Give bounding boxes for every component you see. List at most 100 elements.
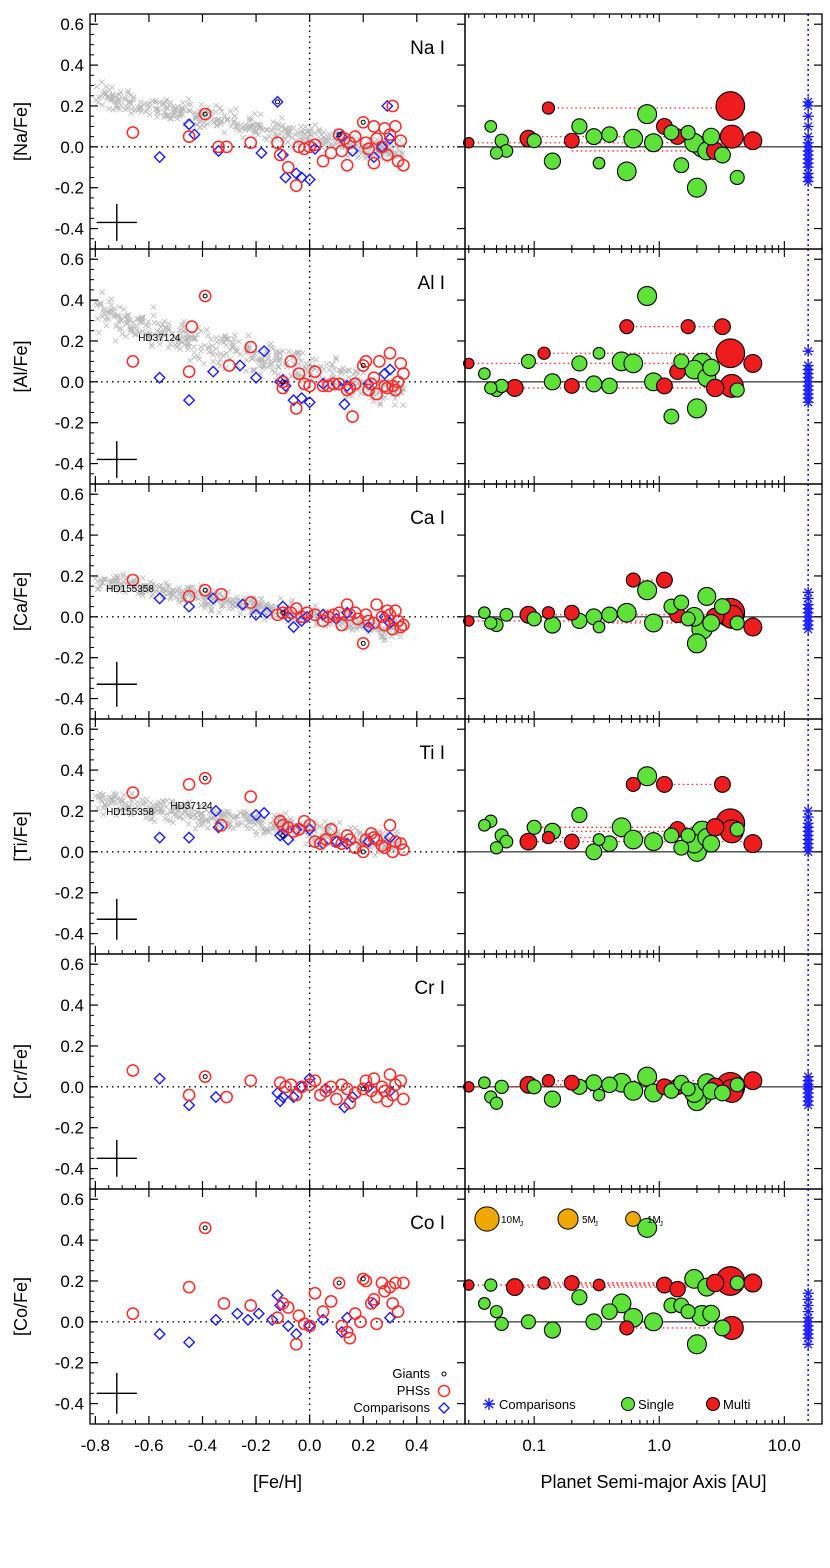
- field-star-point: [167, 817, 174, 824]
- multi-planet-point: [743, 834, 763, 854]
- field-star-point: [182, 809, 189, 815]
- comparison-star-point: [153, 1072, 166, 1085]
- single-planet-point: [729, 1275, 745, 1291]
- single-planet-point: [702, 1304, 721, 1323]
- field-star-point: [323, 361, 330, 367]
- field-star-point: [125, 87, 131, 94]
- field-star-point: [276, 356, 283, 363]
- phs-point: [359, 1074, 373, 1088]
- legend-label-phss: PHSs: [397, 1383, 431, 1398]
- field-star-point: [205, 332, 211, 339]
- field-star-point: [208, 815, 214, 822]
- field-star-point: [328, 361, 335, 368]
- phs-point: [198, 771, 212, 785]
- comparison-star-point: [153, 150, 166, 164]
- phs-point: [370, 598, 383, 611]
- single-planet-point: [592, 833, 606, 846]
- y-tick-label: 0.2: [60, 97, 84, 116]
- y-tick-label: 0.2: [60, 567, 84, 586]
- field-star-point: [231, 332, 238, 339]
- multi-planet-point: [655, 571, 673, 589]
- phs-point: [383, 1068, 397, 1081]
- comparison-star-point: [249, 371, 263, 384]
- giant-marker: [360, 119, 366, 125]
- field-star-point: [252, 815, 259, 822]
- field-star-point: [128, 329, 135, 335]
- field-star-point: [105, 584, 112, 591]
- multi-planet-point: [669, 1280, 686, 1298]
- comparison-star-point: [381, 99, 394, 113]
- field-star-point: [213, 345, 220, 352]
- comparison-asterisk: [802, 1299, 814, 1311]
- mass-key-label: 10M: [501, 1215, 520, 1226]
- field-star-point: [103, 83, 109, 90]
- field-star-point: [217, 356, 224, 363]
- field-star-point: [398, 148, 405, 155]
- y-tick-label: 0.6: [60, 485, 84, 504]
- field-star-point: [223, 350, 230, 357]
- field-star-point: [125, 805, 132, 811]
- field-star-point: [246, 115, 253, 122]
- field-star-point: [160, 114, 167, 121]
- field-star-point: [254, 610, 261, 617]
- field-star-point: [185, 821, 192, 828]
- comparison-star-point: [271, 1289, 284, 1302]
- phs-point: [389, 120, 402, 133]
- legend-phs-symbol: [437, 1384, 451, 1398]
- single-planet-point: [520, 353, 536, 369]
- field-star-point: [123, 319, 130, 326]
- field-star-point: [119, 331, 126, 337]
- single-planet-point: [601, 377, 618, 395]
- comparison-asterisk: [802, 1332, 814, 1344]
- field-star-point: [162, 815, 169, 822]
- field-star-point: [151, 319, 158, 326]
- x-tick-label: -0.2: [241, 1436, 270, 1455]
- field-star-point: [214, 597, 221, 604]
- field-star-point: [391, 402, 398, 408]
- field-star-point: [143, 799, 150, 806]
- field-star-point: [110, 308, 117, 315]
- field-star-point: [295, 130, 301, 137]
- field-star-point: [105, 316, 112, 323]
- data-marks: HD37124 HD155358 HD155358 HD37124: [96, 91, 814, 1414]
- left-panel-frame: [89, 953, 466, 1190]
- phs-point: [356, 115, 370, 129]
- phs-point: [300, 606, 314, 620]
- field-star-point: [158, 806, 165, 812]
- field-star-point: [188, 806, 195, 812]
- single-planet-point: [663, 827, 680, 844]
- field-star-point: [379, 634, 385, 641]
- field-star-point: [180, 816, 186, 822]
- phs-point: [303, 379, 316, 393]
- phs-point: [212, 140, 225, 154]
- field-star-point: [152, 98, 159, 104]
- log-x-tick-label: 0.1: [522, 1436, 546, 1455]
- field-star-point: [306, 131, 313, 137]
- field-star-point: [283, 363, 290, 370]
- giant-marker: [336, 1280, 342, 1286]
- single-planet-point: [623, 1081, 644, 1101]
- phs-point: [271, 136, 284, 150]
- phs-point: [289, 1337, 303, 1351]
- field-star-point: [152, 99, 159, 106]
- phs-point: [279, 1080, 292, 1094]
- field-star-point: [204, 817, 211, 823]
- legends: Giants PHSs Comparisons Comparisons Single Mu…: [353, 1206, 751, 1415]
- y-tick-label: -0.2: [55, 1354, 84, 1373]
- field-star-point: [124, 90, 131, 97]
- single-planet-point: [673, 594, 690, 611]
- single-planet-point: [477, 367, 491, 381]
- field-star-point: [296, 349, 303, 356]
- field-star-point: [94, 578, 101, 585]
- field-star-point: [294, 349, 301, 355]
- field-star-point: [128, 110, 135, 117]
- field-star-point: [113, 105, 120, 111]
- field-star-point: [162, 113, 169, 119]
- star-annotation: HD155358: [106, 584, 154, 595]
- field-star-point: [208, 606, 215, 613]
- comparison-asterisk: [802, 1306, 814, 1318]
- x-tick-label: 0.2: [351, 1436, 375, 1455]
- field-star-point: [120, 797, 126, 804]
- phs-point: [397, 618, 410, 632]
- comparison-star-point: [257, 344, 271, 358]
